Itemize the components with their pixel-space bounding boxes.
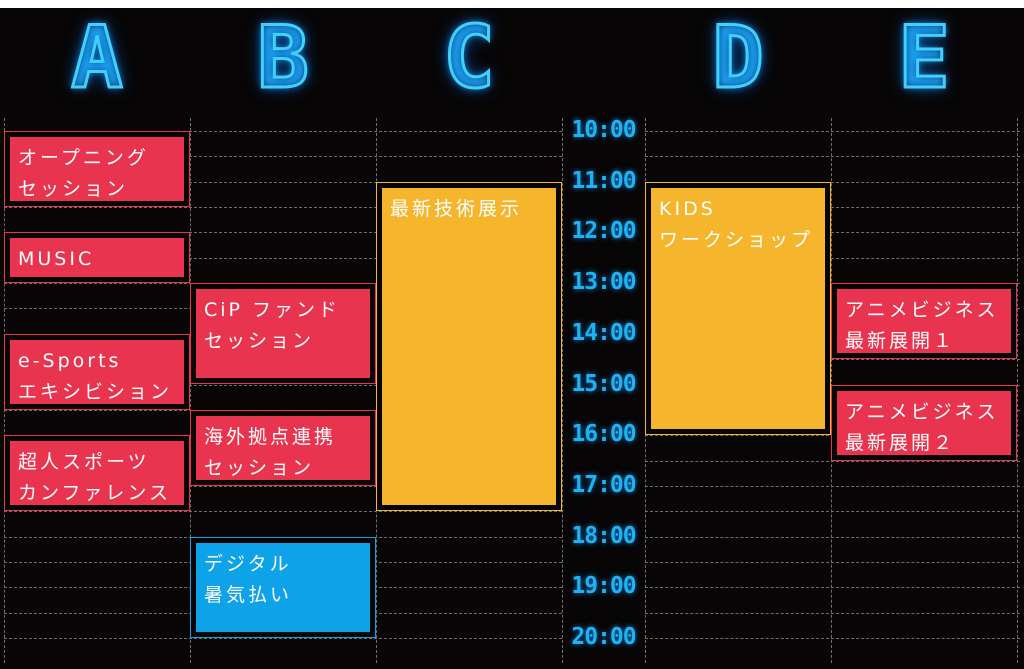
event-block[interactable]: MUSIC (4, 232, 190, 284)
event-block[interactable]: オープニング セッション (4, 131, 190, 208)
event-card[interactable]: 最新技術展示 (382, 187, 556, 506)
column-header-c: C (442, 7, 497, 110)
event-title-line: アニメビジネス (845, 400, 999, 423)
event-title-line: 海外拠点連携 (204, 425, 337, 448)
event-card[interactable]: 超人スポーツ カンファレンス (10, 441, 184, 506)
event-card[interactable]: e-Sports エキシビション (10, 339, 184, 404)
time-label: 20:00 (571, 624, 636, 650)
event-title-line: 超人スポーツ (18, 451, 150, 474)
event-block[interactable]: 超人スポーツ カンファレンス (4, 435, 190, 512)
time-label: 17:00 (571, 471, 636, 498)
column-header-b: B (256, 7, 311, 110)
grid-line (645, 156, 1020, 158)
event-title-line: 最新展開２ (845, 431, 956, 454)
grid-line (645, 587, 1020, 589)
grid-divider (562, 118, 563, 663)
grid-line (645, 536, 1020, 538)
time-label: 12:00 (571, 218, 636, 245)
grid-line (4, 156, 562, 158)
event-card[interactable]: MUSIC (10, 238, 184, 278)
event-block[interactable]: デジタル 暑気払い (190, 536, 376, 638)
event-title-line: MUSIC (18, 248, 95, 271)
grid-line (4, 207, 562, 209)
grid-line (645, 511, 1020, 513)
event-title-line: KIDS (659, 197, 716, 220)
grid-divider (1017, 118, 1018, 663)
grid-divider (190, 118, 191, 663)
event-title-line: CiP ファンド (204, 299, 341, 322)
grid-line (645, 561, 1020, 563)
event-title-line: セッション (204, 330, 315, 353)
event-card[interactable]: アニメビジネス 最新展開１ (837, 289, 1011, 354)
event-block[interactable]: e-Sports エキシビション (4, 333, 190, 410)
event-block[interactable]: CiP ファンド セッション (190, 283, 376, 385)
grid-line (4, 511, 562, 513)
time-label: 13:00 (571, 269, 636, 296)
grid-line (4, 131, 562, 132)
event-card[interactable]: CiP ファンド セッション (196, 289, 370, 379)
grid-line (645, 359, 1020, 361)
grid-line (645, 232, 1020, 234)
event-title-line: デジタル (204, 552, 292, 575)
time-label: 15:00 (571, 370, 636, 397)
time-label: 14:00 (571, 319, 636, 346)
time-label: 19:00 (571, 573, 636, 600)
grid-line (645, 638, 1020, 639)
grid-line (4, 638, 562, 639)
grid-line (4, 485, 562, 487)
grid-line (645, 460, 1020, 462)
event-block[interactable]: アニメビジネス 最新展開１ (831, 283, 1017, 360)
grid-line (645, 612, 1020, 614)
grid-line (4, 384, 562, 386)
event-title-line: アニメビジネス (845, 299, 999, 322)
event-title-line: e-Sports (18, 349, 122, 372)
event-block[interactable]: KIDS ワークショップ (645, 181, 831, 436)
column-header-a: A (70, 7, 125, 110)
event-block[interactable]: 最新技術展示 (376, 181, 562, 512)
time-label: 16:00 (571, 421, 636, 448)
grid-line (4, 257, 562, 259)
event-block[interactable]: アニメビジネス 最新展開２ (831, 384, 1017, 461)
grid-line (645, 207, 1020, 209)
grid-line (645, 485, 1020, 487)
event-card[interactable]: デジタル 暑気払い (196, 542, 370, 632)
event-title-line: エキシビション (18, 380, 173, 403)
event-card[interactable]: 海外拠点連携 セッション (196, 415, 370, 480)
column-header-d: D (711, 7, 766, 110)
grid-line (645, 131, 1020, 132)
event-title-line: 暑気払い (204, 583, 293, 606)
event-title-line: 最新技術展示 (390, 197, 523, 220)
event-title-line: ワークショップ (659, 228, 814, 251)
event-card[interactable]: KIDS ワークショップ (651, 187, 825, 430)
event-title-line: カンファレンス (18, 482, 172, 505)
event-title-line: セッション (18, 178, 129, 200)
column-header-e: E (897, 7, 952, 110)
event-title-line: セッション (204, 456, 315, 479)
grid-line (4, 232, 562, 234)
event-title-line: 最新展開１ (845, 330, 956, 353)
time-label: 10:00 (571, 117, 636, 143)
time-label: 18:00 (571, 522, 636, 549)
grid-line (645, 181, 1020, 183)
grid-line (645, 257, 1020, 259)
event-title-line: オープニング (18, 147, 149, 169)
time-label: 11:00 (571, 167, 636, 194)
event-block[interactable]: 海外拠点連携 セッション (190, 409, 376, 486)
event-card[interactable]: アニメビジネス 最新展開２ (837, 390, 1011, 455)
event-card[interactable]: オープニング セッション (10, 137, 184, 202)
grid-line (4, 181, 562, 183)
